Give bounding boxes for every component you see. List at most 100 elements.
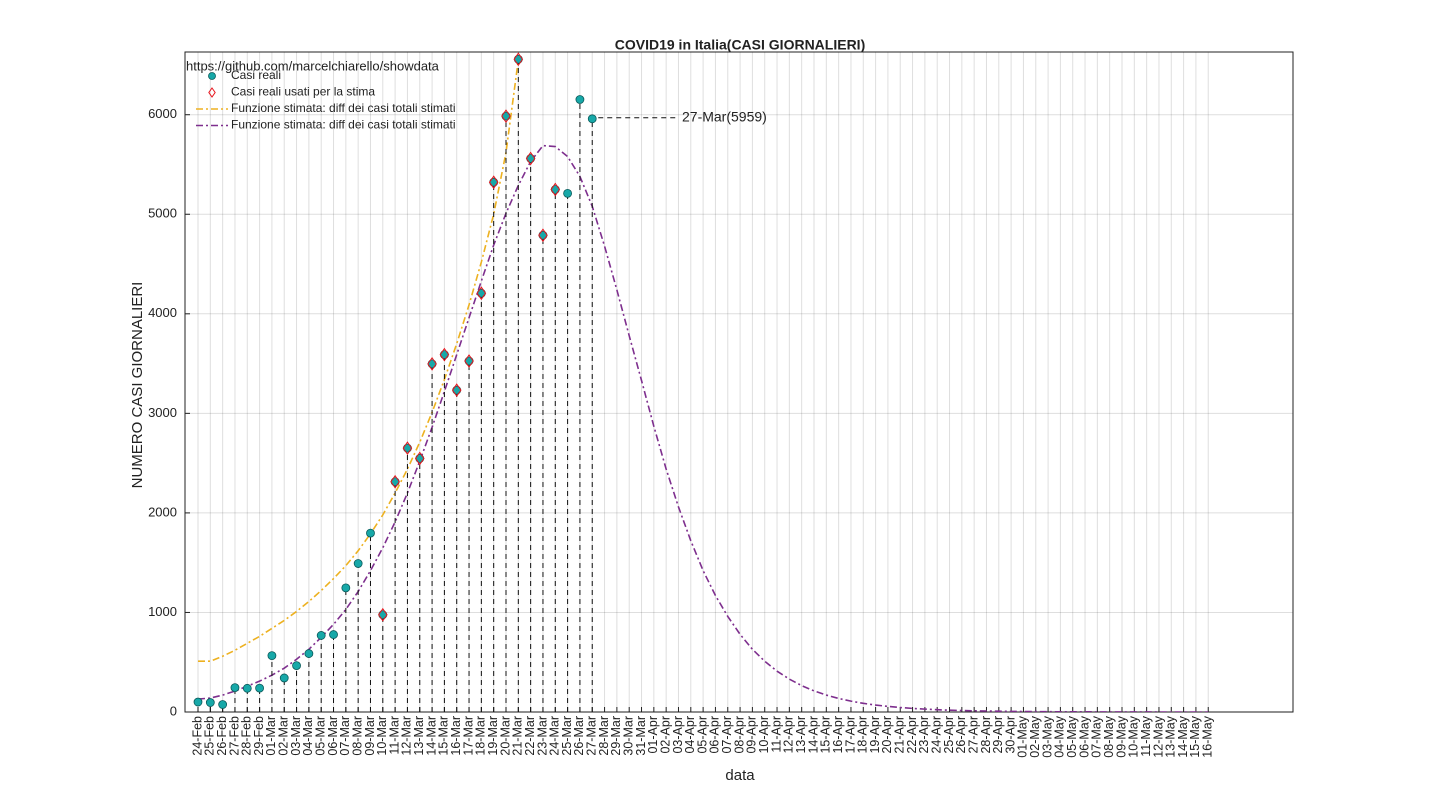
x-tick-label: 05-Mar <box>313 716 327 756</box>
x-tick-label: 01-May <box>1016 715 1030 757</box>
x-tick-label: 08-Apr <box>732 716 746 754</box>
x-tick-label: 10-May <box>1127 715 1141 757</box>
x-tick-label: 01-Apr <box>646 716 660 754</box>
x-tick-label: 13-Mar <box>412 716 426 756</box>
y-tick-label: 6000 <box>148 106 177 121</box>
x-tick-label: 27-Mar <box>585 716 599 756</box>
x-tick-label: 19-Mar <box>486 716 500 756</box>
data-point <box>279 673 289 683</box>
x-tick-label: 24-Apr <box>929 716 943 754</box>
x-tick-label: 05-May <box>1065 715 1079 757</box>
y-tick-label: 4000 <box>148 305 177 320</box>
x-tick-label: 16-Mar <box>449 716 463 756</box>
x-tick-label: 26-Mar <box>572 716 586 756</box>
fit-line <box>197 144 1209 712</box>
legend-label: Casi reali usati per la stima <box>231 85 375 99</box>
x-tick-label: 22-Apr <box>905 716 919 754</box>
chart-title: COVID19 in Italia(CASI GIORNALIERI) <box>615 37 865 53</box>
data-point <box>427 357 437 371</box>
data-point <box>563 188 572 198</box>
data-point <box>193 697 203 707</box>
x-tick-label: 23-Mar <box>535 716 549 756</box>
x-tick-label: 13-Apr <box>794 716 808 754</box>
x-tick-label: 16-Apr <box>831 716 845 754</box>
data-point <box>464 354 474 368</box>
x-tick-label: 15-Apr <box>819 716 833 754</box>
x-tick-label: 30-Apr <box>1003 716 1017 754</box>
plot-group <box>197 59 1209 712</box>
data-point <box>488 175 499 190</box>
legend-swatch <box>208 87 216 98</box>
x-tick-label: 11-Apr <box>769 716 783 753</box>
data-point <box>230 683 240 693</box>
x-tick-label: 19-Apr <box>868 716 882 754</box>
x-tick-label: 20-Mar <box>498 716 512 756</box>
x-tick-label: 25-Feb <box>203 716 217 756</box>
annotation: 27-Mar(5959) <box>682 108 767 124</box>
y-tick-label: 3000 <box>148 405 177 420</box>
data-point <box>587 114 597 124</box>
x-tick-label: 14-Apr <box>806 716 820 754</box>
x-tick-label: 08-Mar <box>350 716 364 756</box>
x-tick-label: 02-Mar <box>277 716 291 756</box>
y-tick-label: 2000 <box>148 504 177 519</box>
data-point <box>501 109 511 123</box>
x-tick-label: 07-May <box>1090 715 1104 757</box>
data-point <box>205 698 215 707</box>
data-point <box>476 286 487 301</box>
x-tick-label: 14-Mar <box>424 716 438 756</box>
watermark: https://github.com/marcelchiarello/showd… <box>186 58 440 73</box>
plot-area <box>184 51 1294 713</box>
x-tick-label: 18-Apr <box>856 716 870 754</box>
y-axis-label: NUMERO CASI GIORNALIERI <box>129 282 146 489</box>
x-tick-label: 18-Mar <box>474 716 488 756</box>
data-point <box>218 700 228 709</box>
legend-swatch <box>208 72 216 80</box>
x-tick-label: 10-Apr <box>757 716 771 754</box>
data-point <box>390 474 400 489</box>
x-tick-label: 07-Apr <box>720 716 734 754</box>
x-tick-label: 17-Mar <box>461 716 475 756</box>
x-tick-label: 27-Apr <box>966 716 980 754</box>
data-point <box>255 683 265 693</box>
x-tick-label: 03-May <box>1040 715 1054 757</box>
x-tick-label: 25-Apr <box>942 716 956 754</box>
x-tick-label: 30-Mar <box>621 716 635 756</box>
x-tick-label: 01-Mar <box>264 716 278 756</box>
x-tick-label: 12-Mar <box>400 716 414 756</box>
x-tick-label: 02-May <box>1028 715 1042 757</box>
legend-label: Casi reali <box>231 68 281 82</box>
x-tick-label: 12-May <box>1151 715 1165 757</box>
x-tick-label: 20-Apr <box>880 716 894 754</box>
y-tick-label: 1000 <box>148 604 177 619</box>
data-point <box>575 95 585 104</box>
data-point <box>366 528 375 538</box>
data-point <box>402 441 413 455</box>
legend-label: Funzione stimata: diff dei casi totali s… <box>231 101 456 115</box>
data-point <box>414 451 425 466</box>
x-tick-label: 24-Feb <box>190 716 204 756</box>
y-tick-label: 0 <box>170 703 177 718</box>
x-tick-label: 06-May <box>1077 715 1091 757</box>
x-tick-label: 25-Mar <box>560 716 574 756</box>
data-point <box>439 347 450 362</box>
x-tick-label: 22-Mar <box>523 716 537 756</box>
x-tick-label: 12-Apr <box>782 716 796 754</box>
x-tick-label: 13-May <box>1164 715 1178 757</box>
x-tick-label: 24-Mar <box>548 716 562 756</box>
x-tick-label: 06-Mar <box>326 716 340 756</box>
x-tick-label: 07-Mar <box>338 716 352 756</box>
data-point <box>377 607 388 622</box>
x-tick-label: 31-Mar <box>634 716 648 756</box>
x-tick-label: 23-Apr <box>917 716 931 754</box>
x-tick-label: 28-Mar <box>597 716 611 756</box>
data-point <box>304 649 314 658</box>
x-tick-label: 29-Feb <box>252 716 266 756</box>
x-axis-label: data <box>725 767 755 784</box>
x-tick-label: 08-May <box>1102 715 1116 757</box>
x-tick-label: 17-Apr <box>843 716 857 754</box>
x-tick-label: 02-Apr <box>658 716 672 754</box>
data-point <box>525 151 536 166</box>
x-tick-label: 04-May <box>1053 715 1067 757</box>
x-tick-label: 03-Apr <box>671 716 685 754</box>
